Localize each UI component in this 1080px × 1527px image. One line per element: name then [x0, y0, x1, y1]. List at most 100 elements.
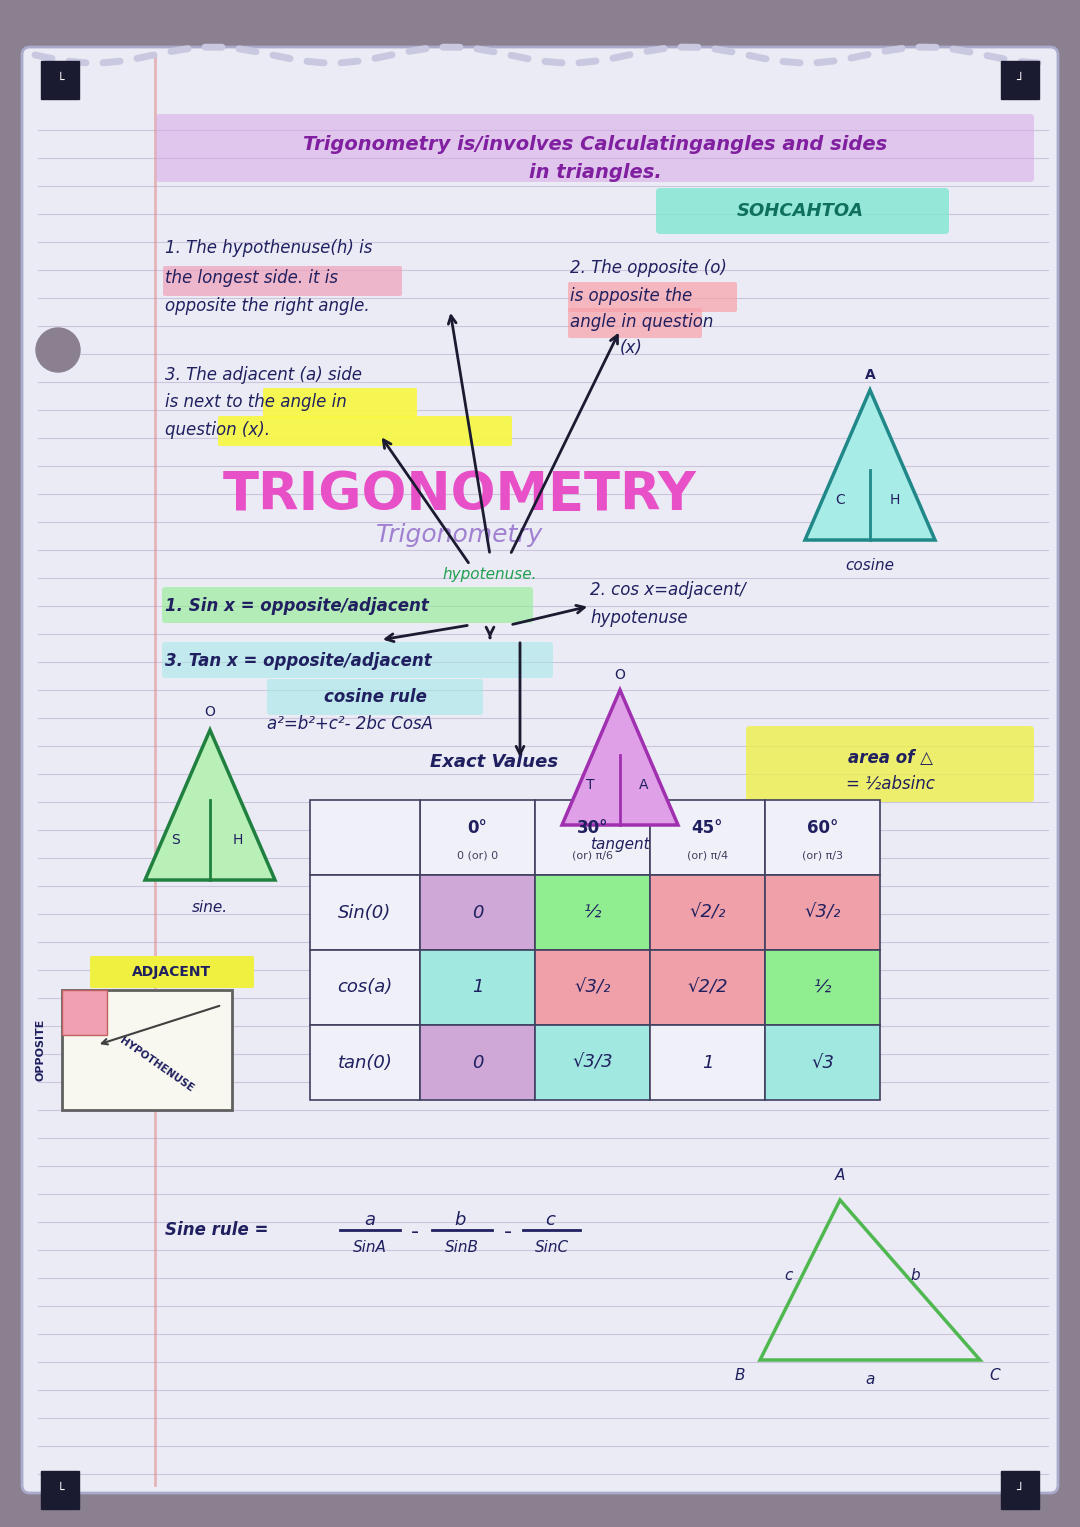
Text: Trigonometry: Trigonometry	[376, 524, 543, 547]
Text: 2. cos x=adjacent/: 2. cos x=adjacent/	[590, 580, 745, 599]
Text: angle in question: angle in question	[570, 313, 714, 331]
Text: cosine rule: cosine rule	[324, 689, 427, 705]
Text: b: b	[910, 1267, 920, 1283]
Text: √3: √3	[811, 1054, 834, 1072]
Text: a: a	[365, 1211, 376, 1229]
FancyBboxPatch shape	[650, 1025, 765, 1099]
FancyBboxPatch shape	[765, 1025, 880, 1099]
Text: 60°: 60°	[807, 818, 838, 837]
FancyBboxPatch shape	[650, 800, 765, 875]
FancyBboxPatch shape	[41, 61, 79, 99]
FancyBboxPatch shape	[650, 950, 765, 1025]
Text: O: O	[615, 667, 625, 683]
Text: ┘: ┘	[1016, 73, 1024, 87]
Text: O: O	[204, 705, 215, 719]
Text: in triangles.: in triangles.	[528, 162, 661, 182]
FancyBboxPatch shape	[218, 415, 512, 446]
FancyBboxPatch shape	[156, 115, 1034, 182]
Text: Sine rule =: Sine rule =	[165, 1222, 268, 1238]
Text: 1. The hypothenuse(h) is: 1. The hypothenuse(h) is	[165, 240, 373, 257]
FancyBboxPatch shape	[264, 388, 417, 418]
Text: 0°: 0°	[468, 818, 487, 837]
FancyBboxPatch shape	[420, 800, 535, 875]
Text: (x): (x)	[620, 339, 643, 357]
Text: C: C	[989, 1368, 1000, 1382]
FancyBboxPatch shape	[162, 586, 534, 623]
Text: 0: 0	[472, 904, 483, 921]
Text: question (x).: question (x).	[165, 421, 270, 438]
Text: 3. The adjacent (a) side: 3. The adjacent (a) side	[165, 366, 362, 383]
Text: -: -	[410, 1222, 419, 1241]
Text: H: H	[890, 493, 901, 507]
Text: opposite the right angle.: opposite the right angle.	[165, 296, 369, 315]
Text: 0 (or) 0: 0 (or) 0	[457, 851, 498, 861]
Text: √3/₂: √3/₂	[575, 979, 610, 997]
FancyBboxPatch shape	[267, 680, 483, 715]
Text: 45°: 45°	[692, 818, 724, 837]
FancyBboxPatch shape	[535, 875, 650, 950]
Text: ┘: ┘	[1016, 1484, 1024, 1496]
Text: area of △: area of △	[848, 750, 932, 767]
FancyBboxPatch shape	[746, 725, 1034, 802]
Text: OPPOSITE: OPPOSITE	[35, 1019, 45, 1081]
FancyBboxPatch shape	[310, 875, 420, 950]
FancyBboxPatch shape	[90, 956, 254, 988]
Polygon shape	[145, 730, 275, 880]
FancyBboxPatch shape	[535, 1025, 650, 1099]
FancyBboxPatch shape	[765, 875, 880, 950]
Text: a: a	[865, 1373, 875, 1388]
Text: cosine: cosine	[846, 557, 894, 573]
Text: └: └	[56, 73, 64, 87]
Text: = ½absinc: = ½absinc	[846, 776, 934, 793]
Text: HYPOTHENUSE: HYPOTHENUSE	[119, 1035, 195, 1095]
Text: ½: ½	[813, 979, 832, 997]
FancyBboxPatch shape	[163, 266, 402, 296]
Text: hypotenuse: hypotenuse	[590, 609, 688, 628]
FancyBboxPatch shape	[420, 950, 535, 1025]
Text: c: c	[545, 1211, 555, 1229]
Text: H: H	[233, 834, 243, 847]
FancyBboxPatch shape	[568, 308, 702, 337]
Text: a²=b²+c²- 2bc CosA: a²=b²+c²- 2bc CosA	[267, 715, 433, 733]
Text: Trigonometry is/involves Calculatingangles and sides: Trigonometry is/involves Calculatingangl…	[302, 136, 887, 154]
FancyBboxPatch shape	[765, 950, 880, 1025]
Text: SinA: SinA	[353, 1240, 387, 1255]
Text: 1. Sin x = opposite/adjacent: 1. Sin x = opposite/adjacent	[165, 597, 429, 615]
Text: T: T	[585, 777, 594, 793]
Text: c: c	[784, 1267, 793, 1283]
Text: is next to the angle in: is next to the angle in	[165, 392, 347, 411]
Circle shape	[36, 328, 80, 373]
Text: tan(0): tan(0)	[338, 1054, 392, 1072]
Text: A: A	[835, 1168, 846, 1182]
Text: ADJACENT: ADJACENT	[133, 965, 212, 979]
Text: B: B	[734, 1368, 745, 1382]
FancyBboxPatch shape	[162, 641, 553, 678]
Text: SinC: SinC	[535, 1240, 569, 1255]
FancyBboxPatch shape	[1001, 61, 1039, 99]
Text: (or) π/4: (or) π/4	[687, 851, 728, 861]
Text: √3/₂: √3/₂	[805, 904, 840, 921]
Text: SOHCAHTOA: SOHCAHTOA	[737, 202, 864, 220]
Text: A: A	[639, 777, 649, 793]
Text: cos(a): cos(a)	[337, 979, 393, 997]
Text: C: C	[835, 493, 845, 507]
Text: ½: ½	[584, 904, 602, 921]
FancyBboxPatch shape	[1001, 1471, 1039, 1509]
FancyBboxPatch shape	[650, 875, 765, 950]
Text: sine.: sine.	[192, 901, 228, 916]
Text: 2. The opposite (o): 2. The opposite (o)	[570, 260, 727, 276]
Text: √2/2: √2/2	[687, 979, 728, 997]
FancyBboxPatch shape	[765, 800, 880, 875]
FancyBboxPatch shape	[420, 1025, 535, 1099]
Polygon shape	[805, 389, 935, 541]
FancyBboxPatch shape	[310, 800, 420, 875]
Text: √2/₂: √2/₂	[689, 904, 726, 921]
Text: A: A	[865, 368, 876, 382]
FancyBboxPatch shape	[568, 282, 737, 312]
Text: └: └	[56, 1484, 64, 1496]
Text: 30°: 30°	[577, 818, 608, 837]
Text: -: -	[504, 1222, 512, 1241]
Text: 1: 1	[702, 1054, 713, 1072]
Text: TRIGONOMETRY: TRIGONOMETRY	[224, 469, 697, 521]
Text: S: S	[171, 834, 179, 847]
